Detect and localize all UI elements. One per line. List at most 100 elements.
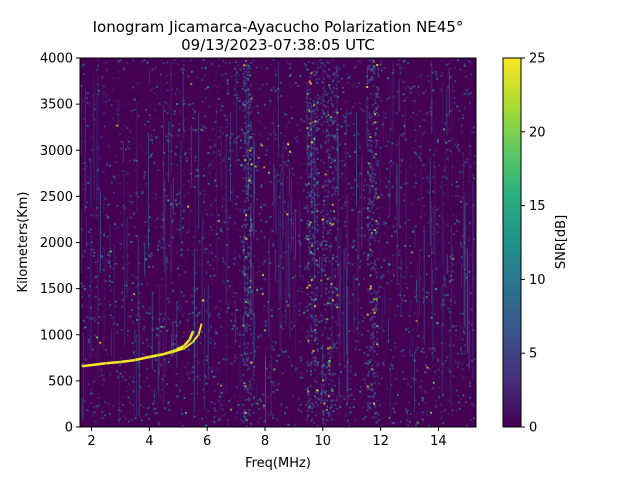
band-speckle bbox=[242, 251, 245, 254]
band-speckle bbox=[372, 336, 375, 339]
noise-speckle bbox=[286, 349, 289, 352]
noise-streak bbox=[450, 224, 452, 299]
noise-speckle bbox=[344, 116, 347, 119]
noise-speckle bbox=[451, 414, 454, 417]
band-speckle bbox=[243, 64, 246, 67]
band-speckle bbox=[327, 179, 330, 182]
noise-speckle bbox=[121, 291, 124, 294]
noise-speckle bbox=[201, 67, 204, 69]
noise-speckle bbox=[202, 237, 205, 240]
band-speckle bbox=[246, 363, 249, 366]
band-speckle bbox=[242, 81, 245, 84]
noise-speckle bbox=[159, 296, 162, 299]
noise-speckle bbox=[158, 341, 161, 344]
noise-speckle bbox=[149, 306, 152, 309]
band-speckle bbox=[322, 223, 325, 226]
noise-speckle bbox=[122, 206, 124, 209]
noise-speckle bbox=[227, 307, 230, 310]
noise-speckle bbox=[323, 364, 326, 367]
band-speckle bbox=[245, 64, 248, 67]
noise-speckle bbox=[364, 362, 367, 365]
noise-streak bbox=[188, 206, 190, 234]
band-speckle bbox=[246, 74, 249, 77]
noise-speckle bbox=[430, 219, 433, 222]
noise-speckle bbox=[232, 325, 235, 327]
noise-speckle bbox=[250, 295, 253, 298]
band-speckle bbox=[316, 389, 319, 392]
band-speckle bbox=[368, 221, 371, 224]
band-speckle bbox=[242, 72, 245, 75]
band-speckle bbox=[316, 361, 319, 364]
noise-speckle bbox=[101, 255, 104, 257]
noise-speckle bbox=[342, 64, 345, 67]
noise-speckle bbox=[342, 114, 345, 117]
noise-streak bbox=[158, 283, 160, 378]
noise-speckle bbox=[321, 282, 324, 285]
band-speckle bbox=[248, 140, 250, 143]
noise-speckle bbox=[455, 141, 458, 144]
noise-speckle bbox=[399, 350, 402, 353]
noise-speckle bbox=[239, 68, 242, 71]
band-speckle bbox=[326, 111, 329, 114]
noise-speckle bbox=[93, 251, 96, 254]
noise-speckle bbox=[244, 151, 247, 154]
band-speckle bbox=[248, 138, 251, 141]
band-speckle bbox=[247, 142, 249, 145]
noise-speckle bbox=[97, 405, 99, 408]
noise-speckle bbox=[103, 207, 106, 210]
noise-speckle bbox=[346, 293, 349, 296]
noise-speckle bbox=[237, 64, 240, 66]
band-speckle bbox=[243, 322, 246, 325]
band-speckle bbox=[307, 225, 310, 228]
noise-speckle bbox=[217, 58, 220, 61]
noise-streak bbox=[102, 86, 104, 104]
band-speckle bbox=[329, 346, 332, 349]
noise-speckle bbox=[406, 282, 409, 285]
band-speckle bbox=[326, 399, 329, 402]
noise-speckle bbox=[207, 152, 210, 155]
band-speckle bbox=[324, 256, 327, 259]
noise-speckle bbox=[80, 108, 83, 111]
band-speckle bbox=[305, 101, 308, 103]
noise-speckle bbox=[103, 91, 106, 94]
noise-speckle bbox=[408, 87, 411, 90]
noise-speckle bbox=[227, 199, 230, 202]
noise-streak bbox=[230, 112, 231, 201]
band-speckle bbox=[370, 395, 373, 398]
band-speckle bbox=[310, 419, 313, 422]
band-speckle bbox=[366, 313, 369, 316]
noise-speckle bbox=[100, 136, 103, 139]
band-speckle bbox=[372, 395, 375, 398]
noise-speckle bbox=[380, 60, 383, 63]
noise-speckle bbox=[124, 371, 126, 374]
noise-speckle bbox=[425, 230, 428, 233]
noise-speckle bbox=[400, 267, 403, 270]
noise-speckle bbox=[210, 213, 213, 216]
noise-speckle bbox=[408, 350, 411, 353]
band-speckle bbox=[314, 275, 316, 278]
band-speckle bbox=[328, 134, 330, 137]
band-speckle bbox=[244, 226, 247, 228]
noise-speckle bbox=[106, 259, 109, 262]
noise-speckle bbox=[120, 147, 123, 150]
noise-speckle bbox=[322, 389, 324, 392]
noise-speckle bbox=[406, 181, 409, 184]
noise-speckle bbox=[260, 230, 263, 233]
band-speckle bbox=[334, 373, 337, 376]
band-speckle bbox=[367, 223, 370, 226]
noise-speckle bbox=[396, 90, 399, 93]
noise-speckle bbox=[225, 209, 228, 212]
band-speckle bbox=[243, 382, 246, 385]
noise-speckle bbox=[235, 327, 238, 330]
band-speckle bbox=[368, 185, 371, 188]
noise-speckle bbox=[384, 176, 387, 179]
noise-speckle bbox=[94, 296, 97, 298]
noise-speckle bbox=[121, 256, 124, 258]
noise-speckle bbox=[266, 82, 269, 85]
noise-speckle bbox=[181, 424, 184, 427]
noise-speckle bbox=[127, 334, 130, 337]
band-speckle bbox=[373, 381, 376, 384]
noise-speckle bbox=[292, 276, 295, 279]
noise-speckle bbox=[423, 390, 426, 393]
